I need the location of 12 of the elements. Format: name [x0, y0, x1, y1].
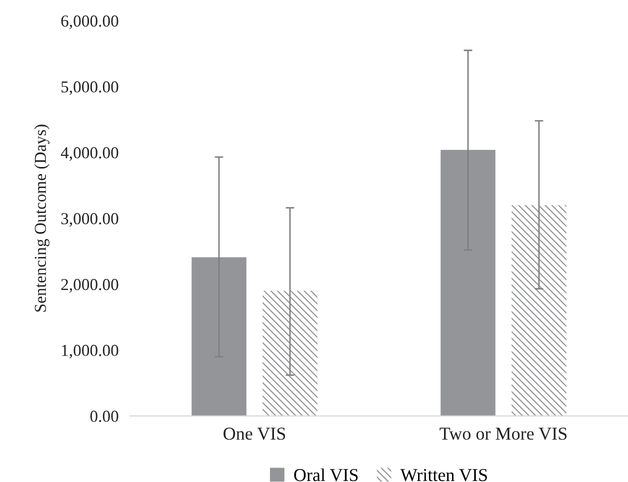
y-tick-label: 0.00: [90, 410, 118, 422]
x-tick-label: One VIS: [224, 428, 286, 440]
legend-label: Oral VIS: [294, 468, 358, 482]
y-tick-label: 6,000.00: [61, 15, 118, 30]
legend-label: Written VIS: [400, 469, 487, 482]
y-axis-title: Sentencing Outcome (Days): [34, 124, 50, 312]
y-tick-label: 3,000.00: [61, 213, 118, 227]
x-tick-label: Two or More VIS: [440, 428, 567, 440]
y-tick-label: 1,000.00: [62, 344, 118, 358]
y-tick-label: 2,000.00: [61, 278, 118, 293]
y-tick-label: 4,000.00: [60, 147, 118, 161]
y-tick-label: 5,000.00: [62, 81, 118, 95]
